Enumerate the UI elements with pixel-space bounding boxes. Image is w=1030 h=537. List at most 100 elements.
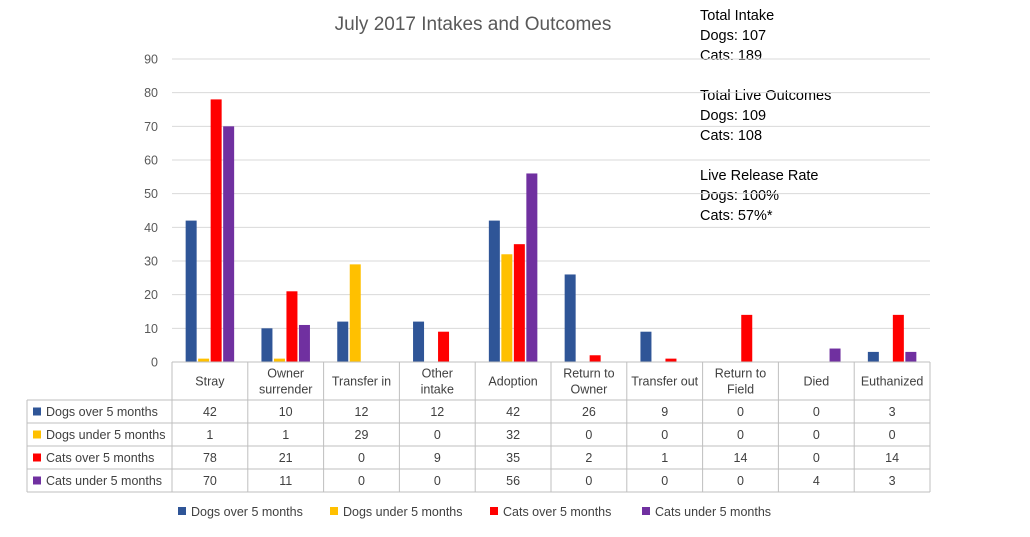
legend: Dogs over 5 months Dogs under 5 months Cat… — [150, 505, 930, 523]
table-cell-value: 0 — [661, 474, 668, 488]
bar — [829, 348, 841, 362]
table-cell-value: 21 — [279, 451, 293, 465]
live-release-rate-cats: Cats: 57%* — [700, 208, 773, 224]
y-tick-label: 30 — [144, 255, 158, 269]
bar — [589, 355, 601, 362]
category-label: Other — [422, 367, 453, 381]
category-label: Adoption — [488, 375, 537, 389]
y-tick-label: 40 — [144, 221, 158, 235]
legend-item: Dogs over 5 months — [178, 505, 303, 519]
y-tick-label: 10 — [144, 322, 158, 336]
table-cell-value: 35 — [506, 451, 520, 465]
category-label: Owner — [570, 383, 607, 397]
chart-title: July 2017 Intakes and Outcomes — [334, 14, 612, 35]
bar — [892, 314, 904, 362]
legend-label: Dogs over 5 months — [191, 505, 303, 519]
category-label: intake — [421, 383, 454, 397]
table-cell-value: 3 — [889, 474, 896, 488]
bar — [640, 331, 652, 362]
bar — [513, 244, 525, 362]
table-cell-value: 0 — [434, 428, 441, 442]
table-cell-value: 11 — [279, 474, 292, 488]
table-cell-value: 29 — [355, 428, 369, 442]
y-tick-label: 50 — [144, 187, 158, 201]
legend-item: Cats under 5 months — [642, 505, 771, 519]
table-cell-value: 70 — [203, 474, 217, 488]
legend-label: Dogs under 5 months — [343, 505, 463, 519]
bar — [349, 264, 361, 362]
row-legend-key — [33, 476, 41, 485]
bar — [905, 351, 917, 362]
category-label: Owner — [267, 367, 304, 381]
category-label: Transfer in — [332, 375, 391, 389]
legend-swatch — [330, 507, 338, 515]
y-tick-label: 0 — [151, 356, 158, 370]
bar — [185, 220, 197, 362]
category-label: Euthanized — [861, 375, 924, 389]
bar — [438, 331, 450, 362]
bar — [286, 291, 298, 362]
bar — [210, 99, 222, 363]
table-cell-value: 0 — [358, 451, 365, 465]
bar — [501, 254, 513, 362]
total-intake-note: Total Intake Dogs: 107 Cats: 189 — [700, 6, 774, 66]
live-release-rate-note: Live Release Rate Dogs: 100% Cats: 57%* — [700, 166, 819, 226]
table-cell-value: 0 — [737, 474, 744, 488]
table-cell-value: 0 — [889, 428, 896, 442]
category-label: surrender — [259, 383, 313, 397]
category-label: Died — [803, 375, 829, 389]
category-label: Field — [727, 383, 754, 397]
table-cell-value: 26 — [582, 405, 596, 419]
live-release-rate-dogs: Dogs: 100% — [700, 188, 779, 204]
table-cell-value: 0 — [737, 405, 744, 419]
legend-swatch — [490, 507, 498, 515]
row-label: Cats over 5 months — [46, 451, 154, 465]
table-cell-value: 2 — [585, 451, 592, 465]
total-live-outcomes-dogs: Dogs: 109 — [700, 108, 767, 124]
bar — [298, 324, 310, 362]
table-cell-value: 12 — [430, 405, 444, 419]
table-cell-value: 9 — [434, 451, 441, 465]
legend-swatch — [642, 507, 650, 515]
table-cell-value: 0 — [813, 405, 820, 419]
table-cell-value: 42 — [506, 405, 520, 419]
y-tick-label: 90 — [144, 53, 158, 67]
table-cell-value: 0 — [813, 428, 820, 442]
bar — [526, 173, 538, 362]
total-intake-dogs: Dogs: 107 — [700, 28, 767, 44]
table-cell-value: 1 — [282, 428, 289, 442]
table-cell-value: 0 — [737, 428, 744, 442]
row-label: Cats under 5 months — [46, 474, 162, 488]
row-legend-key — [33, 430, 41, 439]
legend-label: Cats over 5 months — [503, 505, 612, 519]
table-cell-value: 0 — [813, 451, 820, 465]
bar — [198, 358, 210, 362]
bar — [741, 314, 753, 362]
bar — [337, 321, 349, 362]
total-live-outcomes-cats: Cats: 108 — [700, 128, 763, 144]
bar — [564, 274, 576, 362]
table-cell-value: 32 — [506, 428, 520, 442]
bar — [273, 358, 285, 362]
legend-label: Cats under 5 months — [655, 505, 772, 519]
row-label: Dogs under 5 months — [46, 428, 166, 442]
y-tick-label: 70 — [144, 120, 158, 134]
table-cell-value: 14 — [734, 451, 748, 465]
bar — [261, 328, 273, 362]
row-legend-key — [33, 453, 41, 462]
category-label: Stray — [195, 375, 225, 389]
table-cell-value: 1 — [661, 451, 668, 465]
table-cell-value: 1 — [206, 428, 213, 442]
row-legend-key — [33, 407, 41, 416]
total-live-outcomes-note: Total Live Outcomes Dogs: 109 Cats: 108 — [700, 86, 831, 146]
table-cell-value: 0 — [434, 474, 441, 488]
table-cell-value: 12 — [355, 405, 369, 419]
total-intake-title: Total Intake — [700, 8, 775, 24]
table-cell-value: 14 — [885, 451, 899, 465]
table-cell-value: 4 — [813, 474, 820, 488]
table-cell-value: 0 — [358, 474, 365, 488]
legend-swatch — [178, 507, 186, 515]
total-live-outcomes-title: Total Live Outcomes — [700, 88, 832, 104]
